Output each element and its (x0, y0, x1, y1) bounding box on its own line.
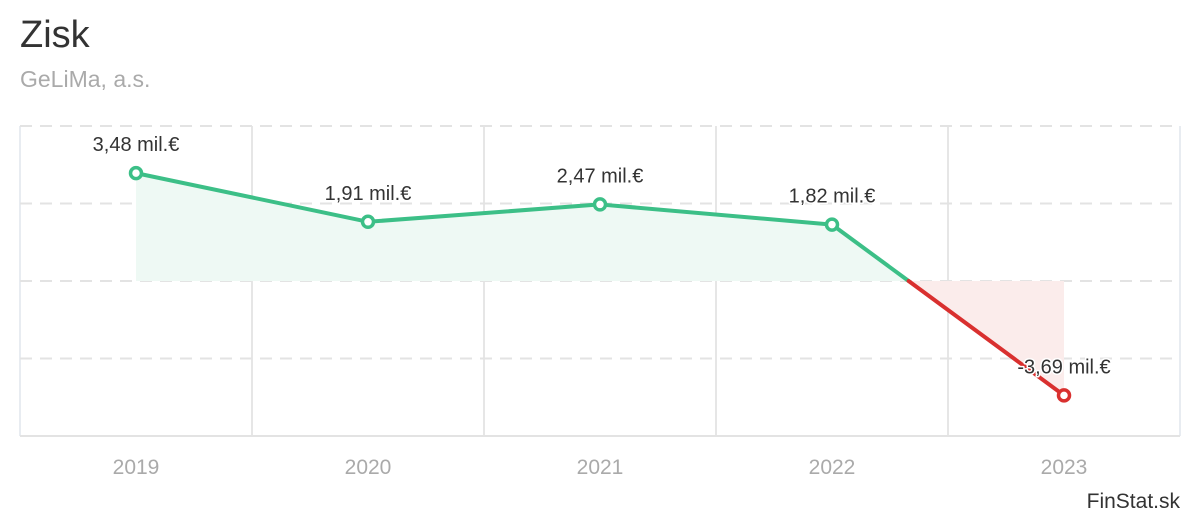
data-label: 3,48 mil.€ (93, 134, 180, 156)
x-tick-label: 2020 (345, 456, 392, 479)
series-line-segment (598, 202, 834, 227)
data-point (824, 217, 840, 232)
data-label: -3,69 mil.€ (1017, 356, 1110, 378)
series-line-segment (830, 222, 911, 283)
x-tick-label: 2019 (113, 456, 160, 479)
chart-title: Zisk (20, 14, 90, 56)
positive-area (136, 173, 368, 281)
x-tick-label: 2022 (809, 456, 856, 479)
data-label: 2,47 mil.€ (557, 165, 644, 187)
x-tick-label: 2023 (1041, 456, 1088, 479)
x-tick-label: 2021 (577, 456, 624, 479)
data-point (360, 214, 376, 230)
finstat-credit-link[interactable]: FinStat.sk (1086, 490, 1180, 513)
series-line-segment (906, 279, 1066, 398)
data-label: 1,82 mil.€ (789, 186, 876, 208)
series-line-segment (134, 171, 370, 224)
positive-area (600, 204, 832, 281)
data-label: 1,91 mil.€ (325, 183, 412, 205)
series-line-segment (366, 202, 602, 224)
data-point (128, 165, 144, 181)
chart-subtitle: GeLiMa, a.s. (20, 66, 151, 92)
positive-area (368, 204, 600, 281)
data-point (1056, 388, 1072, 403)
data-point (592, 197, 608, 212)
